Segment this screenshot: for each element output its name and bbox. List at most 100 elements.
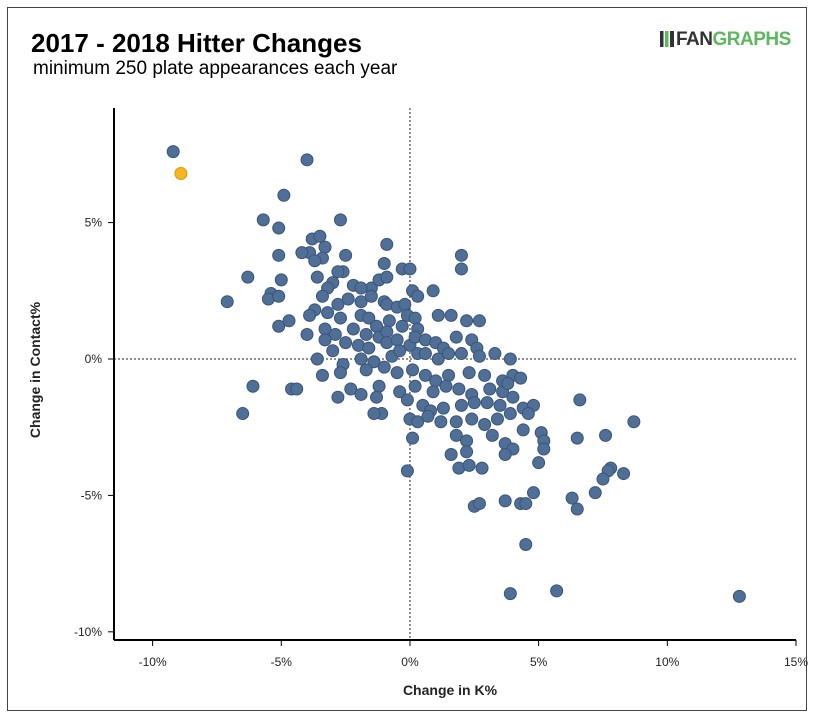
data-point bbox=[328, 327, 342, 341]
data-point bbox=[390, 333, 404, 347]
x-tick-label: 10% bbox=[655, 655, 679, 669]
data-point bbox=[421, 409, 435, 423]
chart-subtitle: minimum 250 plate appearances each year bbox=[33, 58, 398, 79]
data-point bbox=[442, 368, 456, 382]
data-point bbox=[272, 289, 286, 303]
data-point bbox=[326, 344, 340, 358]
data-point bbox=[498, 494, 512, 508]
data-point bbox=[596, 472, 610, 486]
data-point bbox=[272, 221, 286, 235]
data-point bbox=[617, 467, 631, 481]
data-point bbox=[442, 347, 456, 361]
data-point bbox=[454, 262, 468, 276]
data-point bbox=[411, 415, 425, 429]
data-point bbox=[478, 368, 492, 382]
x-tick-label: -10% bbox=[139, 655, 167, 669]
data-point bbox=[503, 587, 517, 601]
data-point bbox=[331, 390, 345, 404]
data-point bbox=[393, 344, 407, 358]
data-point bbox=[282, 314, 296, 328]
data-point bbox=[346, 322, 360, 336]
points-group bbox=[166, 145, 746, 603]
y-tick-label: 5% bbox=[85, 216, 103, 230]
data-point bbox=[341, 292, 355, 306]
data-point bbox=[362, 341, 376, 355]
data-point bbox=[434, 415, 448, 429]
data-point bbox=[372, 379, 386, 393]
data-point bbox=[418, 368, 432, 382]
data-point bbox=[315, 368, 329, 382]
data-point bbox=[321, 306, 335, 320]
data-point bbox=[532, 456, 546, 470]
x-tick-label: 15% bbox=[784, 655, 808, 669]
data-point bbox=[354, 295, 368, 309]
data-point bbox=[460, 314, 474, 328]
data-point bbox=[472, 349, 486, 363]
data-point bbox=[454, 248, 468, 262]
data-point bbox=[395, 319, 409, 333]
x-tick-label: -5% bbox=[271, 655, 293, 669]
data-point bbox=[333, 213, 347, 227]
data-point bbox=[493, 398, 507, 412]
data-point bbox=[570, 431, 584, 445]
data-point bbox=[501, 377, 515, 391]
data-point bbox=[627, 415, 641, 429]
y-tick-label: -5% bbox=[81, 488, 103, 502]
data-point bbox=[465, 412, 479, 426]
data-point bbox=[426, 385, 440, 399]
data-point bbox=[220, 295, 234, 309]
data-point bbox=[339, 248, 353, 262]
x-tick-label: 0% bbox=[401, 655, 419, 669]
data-point bbox=[400, 393, 414, 407]
data-point bbox=[333, 311, 347, 325]
data-point bbox=[449, 330, 463, 344]
data-point bbox=[166, 145, 180, 159]
data-point bbox=[573, 393, 587, 407]
data-point bbox=[390, 366, 404, 380]
data-point bbox=[588, 486, 602, 500]
data-point bbox=[370, 390, 384, 404]
data-point bbox=[406, 363, 420, 377]
data-point bbox=[236, 407, 250, 421]
data-point bbox=[475, 461, 489, 475]
data-point bbox=[467, 396, 481, 410]
data-point bbox=[241, 270, 255, 284]
data-point bbox=[498, 447, 512, 461]
data-point bbox=[354, 281, 368, 295]
data-point bbox=[418, 347, 432, 361]
data-point bbox=[310, 270, 324, 284]
data-point bbox=[315, 289, 329, 303]
data-point bbox=[452, 382, 466, 396]
data-point bbox=[310, 352, 324, 366]
data-point bbox=[519, 497, 533, 511]
data-point bbox=[431, 352, 445, 366]
data-point bbox=[367, 407, 381, 421]
data-point bbox=[439, 379, 453, 393]
data-point bbox=[400, 464, 414, 478]
highlighted-data-point bbox=[174, 166, 188, 180]
data-point bbox=[454, 398, 468, 412]
data-point bbox=[382, 314, 396, 328]
data-point bbox=[339, 336, 353, 350]
data-point bbox=[488, 347, 502, 361]
data-point bbox=[403, 262, 417, 276]
data-point bbox=[354, 352, 368, 366]
data-point bbox=[478, 417, 492, 431]
data-point bbox=[519, 538, 533, 552]
data-point bbox=[277, 188, 291, 202]
data-point bbox=[426, 284, 440, 298]
data-point bbox=[359, 363, 373, 377]
data-point bbox=[408, 379, 422, 393]
data-point bbox=[537, 442, 551, 456]
data-point bbox=[367, 355, 381, 369]
data-point bbox=[377, 257, 391, 271]
data-point bbox=[377, 360, 391, 374]
x-tick-label: 5% bbox=[530, 655, 548, 669]
data-point bbox=[303, 308, 317, 322]
data-point bbox=[290, 382, 304, 396]
data-point bbox=[444, 447, 458, 461]
data-point bbox=[380, 237, 394, 251]
data-point bbox=[274, 273, 288, 287]
data-point bbox=[483, 382, 497, 396]
